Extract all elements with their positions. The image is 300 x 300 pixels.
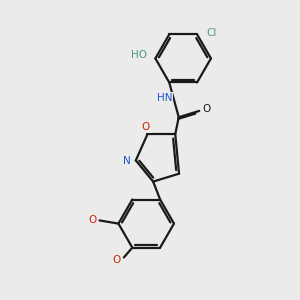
Text: O: O — [202, 104, 210, 114]
Text: Cl: Cl — [206, 28, 216, 38]
Text: O: O — [113, 255, 121, 265]
Text: HN: HN — [157, 93, 172, 103]
Text: O: O — [142, 122, 150, 132]
Text: N: N — [123, 156, 131, 166]
Text: HO: HO — [130, 50, 146, 60]
Text: O: O — [88, 215, 97, 225]
